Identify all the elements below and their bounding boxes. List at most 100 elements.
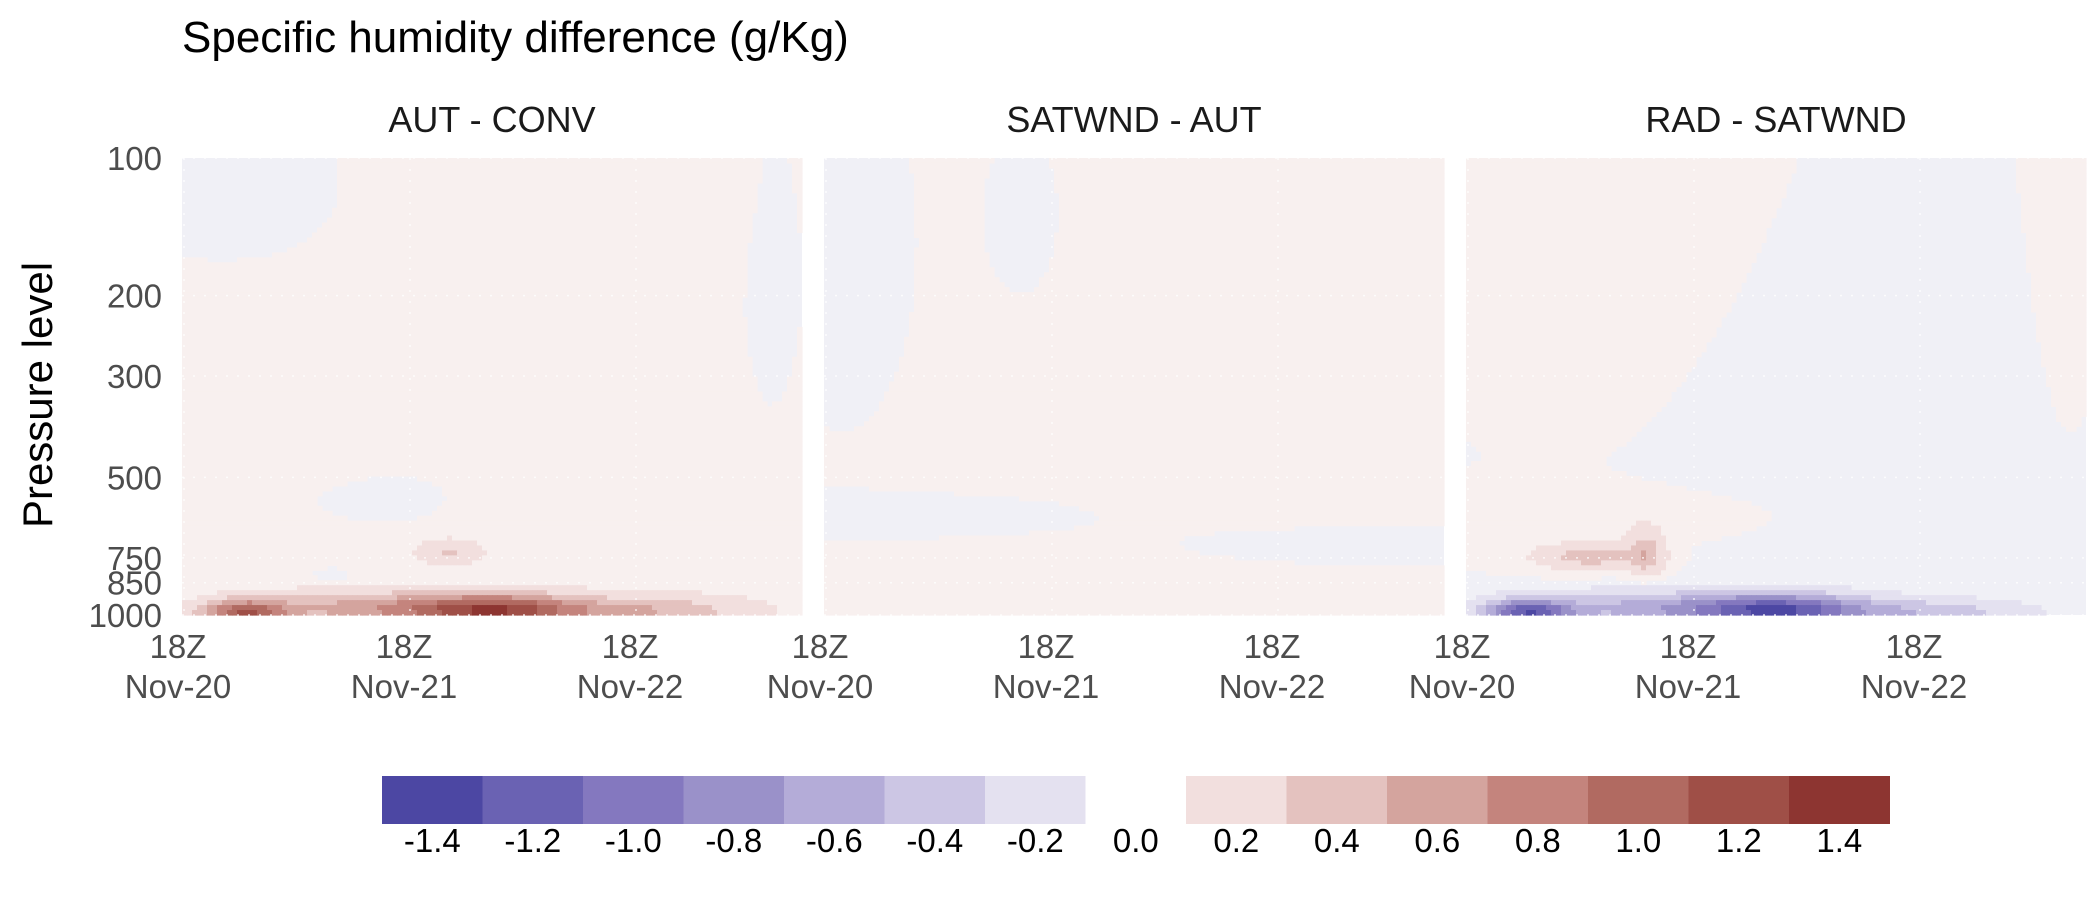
heat-cell: [737, 262, 743, 268]
heat-cell: [287, 302, 293, 308]
heat-cell: [682, 277, 688, 283]
heat-cell: [532, 287, 538, 293]
heat-cell: [342, 356, 348, 363]
heat-cell: [422, 391, 428, 398]
heat-cell: [302, 356, 308, 363]
heat-cell: [467, 356, 473, 363]
heat-cell: [597, 321, 603, 328]
heat-cell: [297, 297, 303, 303]
heat-cell: [382, 356, 388, 363]
heat-cell: [502, 162, 508, 169]
heat-cell: [732, 172, 738, 179]
heat-cell: [472, 381, 478, 388]
heat-cell: [642, 272, 648, 278]
heat-cell: [457, 351, 463, 358]
heat-cell: [372, 331, 378, 338]
heat-cell: [517, 272, 523, 278]
heat-cell: [627, 341, 633, 348]
heat-cell: [607, 262, 613, 268]
heat-cell: [422, 302, 428, 308]
heat-cell: [452, 326, 458, 333]
heat-cell: [452, 316, 458, 323]
heat-cell: [612, 232, 618, 239]
heat-cell: [227, 321, 233, 328]
heat-cell: [797, 212, 803, 219]
heat-cell: [377, 158, 383, 164]
heat-cell: [292, 282, 298, 288]
heat-cell: [327, 222, 333, 229]
heat-cell: [722, 386, 728, 393]
heat-cell: [532, 197, 538, 204]
heat-cell: [397, 182, 403, 189]
heat-cell: [672, 222, 678, 229]
heat-cell: [442, 356, 448, 363]
heat-cell: [422, 192, 428, 199]
heat-cell: [577, 222, 583, 229]
heat-cell: [482, 297, 488, 303]
heat-cell: [622, 158, 628, 164]
heat-cell: [637, 311, 643, 318]
heat-cell: [517, 162, 523, 169]
heat-cell: [557, 172, 563, 179]
heat-cell: [602, 297, 608, 303]
heat-cell: [477, 167, 483, 174]
heat-cell: [577, 361, 583, 368]
heat-cell: [402, 197, 408, 204]
heat-cell: [592, 158, 598, 164]
heat-cell: [287, 361, 293, 368]
heat-cell: [252, 277, 258, 283]
heat-cell: [672, 336, 678, 343]
heat-cell: [457, 162, 463, 169]
heat-cell: [262, 336, 268, 343]
heat-cell: [637, 376, 643, 383]
heat-cell: [497, 292, 503, 298]
heat-cell: [522, 272, 528, 278]
heat-cell: [362, 287, 368, 293]
heat-cell: [722, 346, 728, 353]
heat-cell: [257, 307, 263, 313]
heat-cell: [567, 158, 573, 164]
heat-cell: [567, 366, 573, 373]
heat-cell: [687, 297, 693, 303]
heat-cell: [327, 371, 333, 378]
heat-cell: [507, 341, 513, 348]
heat-cell: [582, 321, 588, 328]
heat-cell: [442, 331, 448, 338]
heat-cell: [257, 267, 263, 273]
heat-cell: [547, 331, 553, 338]
heat-cell: [722, 257, 728, 263]
heat-cell: [382, 187, 388, 194]
heat-cell: [552, 212, 558, 219]
heat-cell: [382, 212, 388, 219]
heat-cell: [492, 321, 498, 328]
heat-cell: [387, 277, 393, 283]
heatmap-field: [182, 158, 803, 616]
heat-cell: [607, 202, 613, 209]
heat-cell: [677, 242, 683, 249]
heat-cell: [672, 177, 678, 184]
heat-cell: [317, 237, 323, 244]
heat-cell: [342, 242, 348, 249]
heat-cell: [527, 267, 533, 273]
heat-cell: [452, 252, 458, 258]
heat-cell: [607, 167, 613, 174]
heat-cell: [397, 192, 403, 199]
heat-cell: [622, 222, 628, 229]
heat-cell: [412, 167, 418, 174]
heat-cell: [547, 316, 553, 323]
heat-cell: [622, 202, 628, 209]
heat-cell: [692, 321, 698, 328]
heat-cell: [447, 391, 453, 398]
heat-cell: [527, 212, 533, 219]
heat-cell: [202, 316, 208, 323]
heat-cell: [587, 177, 593, 184]
heat-cell: [332, 227, 338, 234]
heat-cell: [317, 391, 323, 398]
heat-cell: [572, 351, 578, 358]
heat-cell: [512, 207, 518, 214]
heat-cell: [562, 336, 568, 343]
heat-cell: [507, 356, 513, 363]
heat-cell: [227, 381, 233, 388]
heat-cell: [362, 361, 368, 368]
heat-cell: [602, 207, 608, 214]
